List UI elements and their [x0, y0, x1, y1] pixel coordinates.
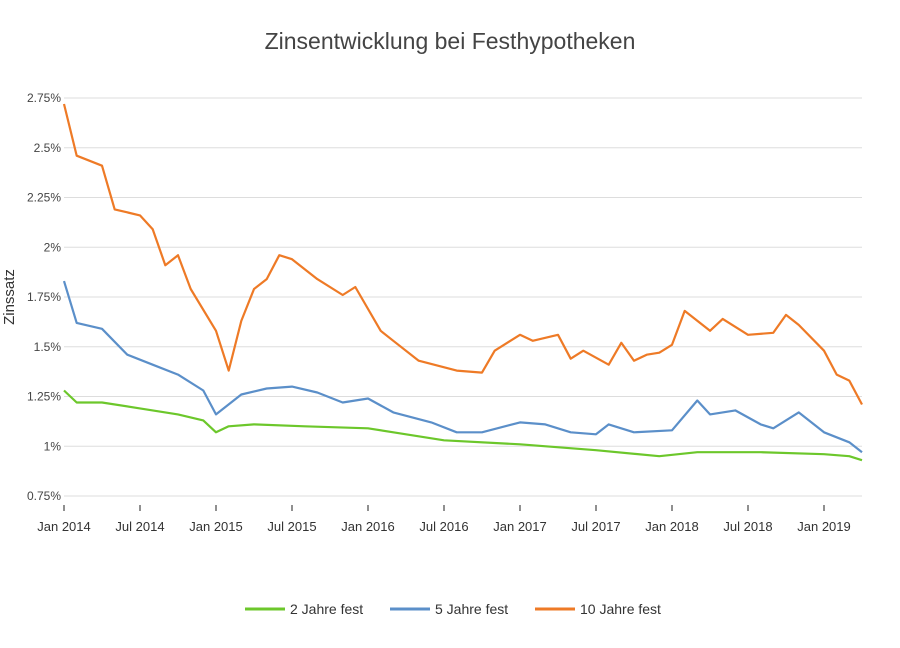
y-tick-label: 0.75% — [27, 489, 61, 503]
x-tick-label: Jul 2014 — [115, 519, 164, 534]
x-tick-label: Jul 2015 — [267, 519, 316, 534]
x-tick-label: Jan 2014 — [37, 519, 91, 534]
y-tick-label: 1.25% — [27, 390, 61, 404]
x-axis-ticks: Jan 2014 Jul 2014 Jan 2015 Jul 2015 Jan 2016… — [37, 505, 851, 534]
y-tick-label: 2% — [44, 240, 62, 254]
legend-item[interactable]: 5 Jahre fest — [390, 601, 508, 617]
y-axis-label: Zinssatz — [1, 269, 18, 325]
series-line-3 — [62, 103, 863, 406]
series-lines — [62, 103, 863, 462]
legend-label: 10 Jahre fest — [580, 601, 661, 617]
series-line-2 — [62, 280, 863, 454]
y-tick-label: 1.75% — [27, 290, 61, 304]
legend-item[interactable]: 10 Jahre fest — [535, 601, 661, 617]
x-tick-label: Jul 2017 — [571, 519, 620, 534]
gridlines — [64, 97, 862, 497]
y-tick-label: 1.5% — [34, 340, 62, 354]
series-line-1 — [63, 389, 863, 462]
y-tick-label: 2.25% — [27, 191, 61, 205]
y-tick-label: 2.5% — [34, 141, 62, 155]
y-tick-label: 1% — [44, 439, 62, 453]
legend-item[interactable]: 2 Jahre fest — [245, 601, 363, 617]
x-tick-label: Jan 2019 — [797, 519, 851, 534]
legend-label: 5 Jahre fest — [435, 601, 508, 617]
y-tick-label: 2.75% — [27, 91, 61, 105]
x-tick-label: Jan 2018 — [645, 519, 699, 534]
x-tick-label: Jul 2016 — [419, 519, 468, 534]
chart-title: Zinsentwicklung bei Festhypotheken — [265, 28, 636, 54]
x-tick-label: Jan 2016 — [341, 519, 395, 534]
legend-label: 2 Jahre fest — [290, 601, 363, 617]
legend: 2 Jahre fest 5 Jahre fest 10 Jahre fest — [245, 601, 661, 617]
x-tick-label: Jan 2017 — [493, 519, 547, 534]
x-tick-label: Jan 2015 — [189, 519, 243, 534]
y-axis-ticks: 0.75% 1% 1.25% 1.5% 1.75% 2% 2.25% 2.5% 2.75% — [27, 91, 61, 503]
x-tick-label: Jul 2018 — [723, 519, 772, 534]
